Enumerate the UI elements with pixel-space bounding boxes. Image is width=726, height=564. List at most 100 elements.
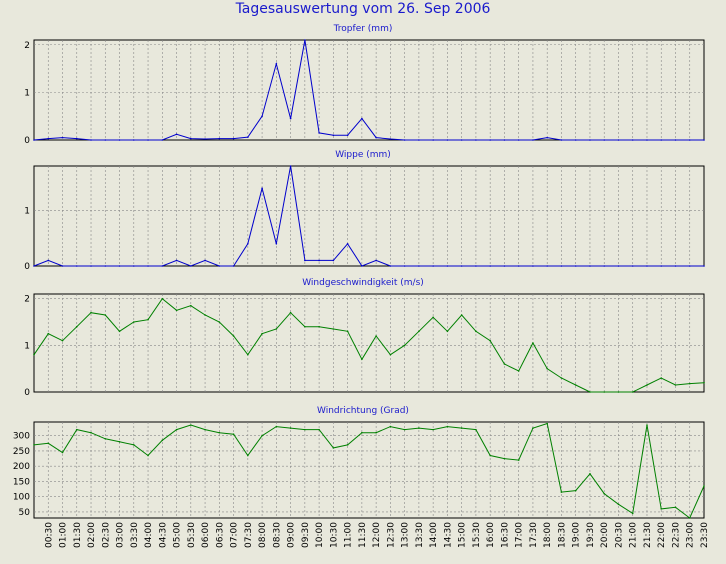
chart-title-wippe: Wippe (mm) [335, 150, 391, 160]
data-point [204, 259, 206, 262]
y-tick-label: 1 [24, 88, 30, 98]
data-point [204, 314, 206, 316]
plot-area [33, 421, 705, 519]
x-tick-label: 07:30 [244, 522, 254, 548]
data-point [361, 265, 363, 267]
data-point [489, 139, 491, 141]
x-tick-label: 17:00 [515, 522, 525, 548]
data-point [161, 297, 164, 300]
data-point [232, 433, 235, 435]
data-point [546, 265, 548, 267]
data-point [175, 259, 178, 262]
data-point [617, 503, 620, 506]
data-point [560, 265, 563, 267]
data-point [660, 139, 663, 141]
data-point [275, 425, 278, 428]
data-point [446, 139, 449, 141]
data-point [489, 339, 491, 342]
data-point [674, 265, 677, 267]
data-point [304, 428, 306, 431]
data-point [346, 134, 349, 137]
chart-title-windrichtung: Windrichtung (Grad) [317, 406, 409, 416]
y-tick-label: 0 [24, 388, 30, 398]
data-point [332, 328, 335, 330]
data-point [275, 242, 278, 245]
x-tick-label: 20:00 [600, 522, 610, 548]
data-point [332, 447, 335, 449]
data-point [517, 265, 520, 267]
data-point [517, 139, 520, 141]
data-point [475, 139, 477, 141]
x-tick-label: 01:30 [73, 522, 83, 548]
data-point [147, 265, 149, 267]
data-point [418, 139, 420, 141]
data-point [603, 265, 606, 267]
data-point [132, 265, 135, 267]
data-point [289, 311, 292, 314]
data-point [617, 391, 620, 393]
data-point [660, 265, 663, 267]
data-point [475, 265, 477, 267]
data-point [118, 441, 121, 443]
data-point [190, 265, 192, 267]
x-tick-label: 15:00 [458, 522, 468, 548]
data-point [289, 427, 292, 429]
x-tick-label: 10:00 [315, 522, 325, 548]
data-point [361, 117, 363, 120]
data-point [560, 491, 563, 493]
data-point [90, 265, 92, 267]
data-point [175, 133, 178, 136]
data-point [289, 117, 292, 120]
x-tick-label: 09:00 [287, 522, 297, 548]
data-point [646, 384, 648, 386]
y-tick-label: 0 [24, 262, 30, 272]
data-point [703, 265, 705, 267]
data-point [346, 330, 349, 333]
data-point [132, 139, 135, 141]
data-point [346, 242, 349, 245]
y-tick-label: 50 [19, 508, 31, 518]
data-point [161, 265, 164, 267]
data-point [375, 431, 377, 434]
data-point [318, 325, 320, 328]
x-tick-label: 05:30 [187, 522, 197, 548]
data-point [232, 335, 235, 337]
data-point [61, 339, 64, 342]
data-point [147, 139, 149, 141]
data-point [247, 454, 249, 457]
data-point [446, 330, 449, 333]
data-point [389, 353, 392, 356]
plot-area [33, 165, 705, 267]
data-point [674, 506, 677, 509]
x-tick-label: 14:30 [443, 522, 453, 548]
data-point [90, 139, 92, 141]
data-point [688, 517, 691, 519]
data-point [389, 425, 392, 428]
data-point [574, 489, 577, 492]
x-tick-label: 16:30 [500, 522, 510, 548]
data-point [418, 265, 420, 267]
data-point [61, 136, 64, 139]
data-point [403, 139, 406, 141]
data-point [589, 473, 591, 475]
data-point [218, 431, 221, 434]
data-point [247, 242, 249, 245]
data-point [190, 424, 192, 426]
data-point [603, 492, 606, 495]
data-point [361, 358, 363, 361]
x-tick-label: 19:00 [572, 522, 582, 548]
data-point [546, 136, 548, 139]
series-line [33, 422, 705, 519]
data-point [460, 314, 463, 316]
data-point [332, 259, 335, 262]
data-point [304, 259, 306, 262]
data-point [261, 187, 263, 190]
data-point [688, 382, 691, 385]
data-point [318, 428, 320, 431]
data-point [546, 422, 548, 425]
y-tick-label: 1 [24, 341, 30, 351]
data-point [47, 137, 50, 140]
data-point [175, 428, 178, 431]
data-point [247, 353, 249, 356]
data-point [646, 139, 648, 141]
